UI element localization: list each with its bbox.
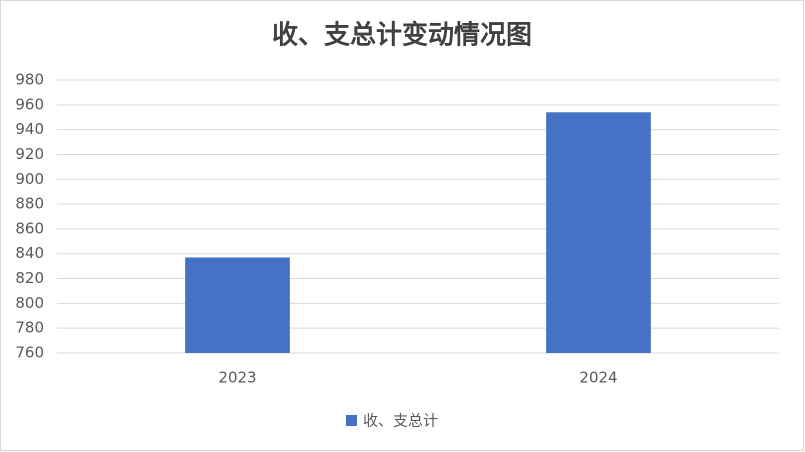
legend-label: 收、支总计 [363, 412, 438, 430]
y-tick-label: 940 [15, 120, 44, 138]
y-tick-label: 980 [15, 71, 44, 89]
y-tick-label: 800 [15, 294, 44, 312]
y-tick-label: 840 [15, 244, 44, 262]
y-tick-label: 900 [15, 170, 44, 188]
y-tick-label: 760 [15, 344, 44, 362]
legend-swatch [346, 415, 357, 426]
bar [546, 112, 651, 353]
x-tick-label: 2024 [579, 369, 617, 387]
y-tick-label: 780 [15, 319, 44, 337]
y-tick-label: 860 [15, 219, 44, 237]
x-tick-label: 2023 [218, 369, 256, 387]
y-tick-label: 820 [15, 269, 44, 287]
y-tick-label: 880 [15, 195, 44, 213]
bar [185, 257, 290, 353]
chart-title: 收、支总计变动情况图 [272, 20, 532, 51]
y-tick-label: 920 [15, 145, 44, 163]
y-tick-label: 960 [15, 95, 44, 113]
